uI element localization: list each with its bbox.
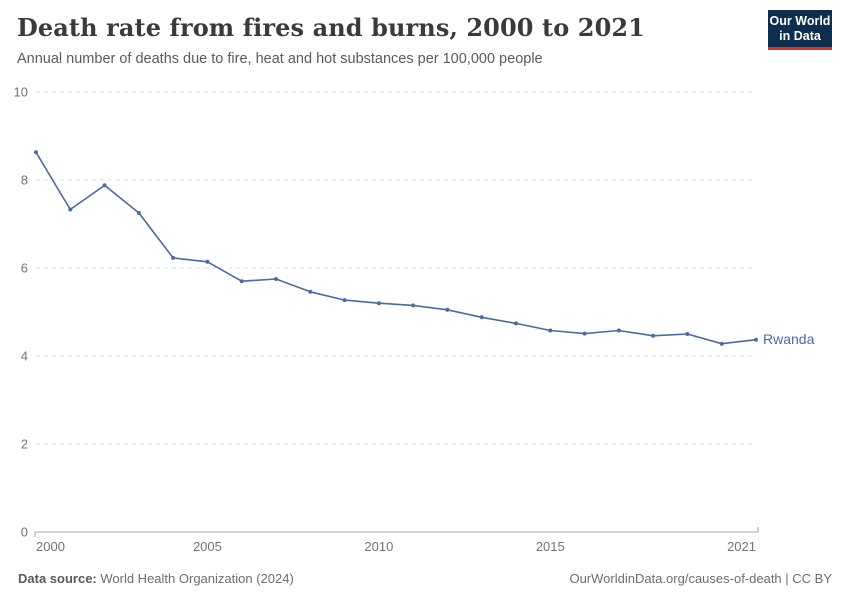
y-axis-labels: 0 2 4 6 8 10 [14, 85, 28, 540]
series-line [35, 151, 757, 345]
data-point-marker [616, 328, 621, 333]
data-point-marker [274, 277, 278, 281]
data-point-marker [376, 301, 381, 306]
x-axis-labels: 2000 2005 2010 2015 2021 [36, 539, 756, 554]
y-tick-label: 6 [21, 261, 28, 276]
data-point-marker [239, 279, 244, 284]
y-tick-label: 2 [21, 437, 28, 452]
y-tick-label: 4 [21, 349, 28, 364]
data-point-marker [205, 259, 210, 264]
data-point-marker [719, 341, 724, 346]
x-axis [34, 527, 759, 537]
data-point-marker [171, 255, 176, 260]
logo-text-line1: Our World [769, 13, 831, 28]
chart-title: Death rate from fires and burns, 2000 to… [17, 13, 645, 42]
data-series: Rwanda [34, 150, 815, 347]
data-source-label: Data source: [18, 571, 97, 586]
data-point-marker [102, 183, 107, 188]
chart-header: Death rate from fires and burns, 2000 to… [17, 13, 750, 67]
data-point-marker [685, 332, 690, 336]
y-tick-label: 0 [21, 525, 28, 540]
data-point-marker [68, 207, 73, 212]
data-point-marker [514, 321, 518, 326]
logo-text-line2: in Data [779, 28, 821, 43]
gridlines [36, 91, 756, 445]
data-point-marker [411, 303, 416, 308]
x-tick-label: 2000 [36, 539, 65, 554]
data-source-value: World Health Organization (2024) [96, 571, 294, 586]
attribution[interactable]: OurWorldinData.org/causes-of-death | CC … [569, 571, 832, 586]
data-point-marker [342, 298, 347, 303]
x-tick-label: 2021 [727, 539, 756, 554]
x-tick-label: 2015 [536, 539, 565, 554]
y-tick-label: 8 [21, 173, 28, 188]
owid-logo: Our World in Data [768, 10, 832, 50]
data-point-marker [754, 337, 758, 342]
data-point-marker [445, 307, 450, 312]
data-point-marker [479, 315, 484, 320]
data-source: Data source: World Health Organization (… [18, 571, 294, 586]
data-point-marker [34, 150, 38, 155]
data-point-marker [136, 211, 141, 215]
chart-footer: Data source: World Health Organization (… [18, 571, 832, 586]
y-tick-label: 10 [14, 85, 28, 100]
data-point-marker [582, 331, 587, 336]
data-point-marker [651, 333, 656, 338]
x-tick-label: 2010 [364, 539, 393, 554]
series-end-label: Rwanda [763, 331, 815, 347]
x-tick-label: 2005 [193, 539, 222, 554]
data-point-marker [308, 289, 313, 294]
chart-subtitle: Annual number of deaths due to fire, hea… [17, 50, 543, 67]
data-point-marker [548, 328, 553, 333]
